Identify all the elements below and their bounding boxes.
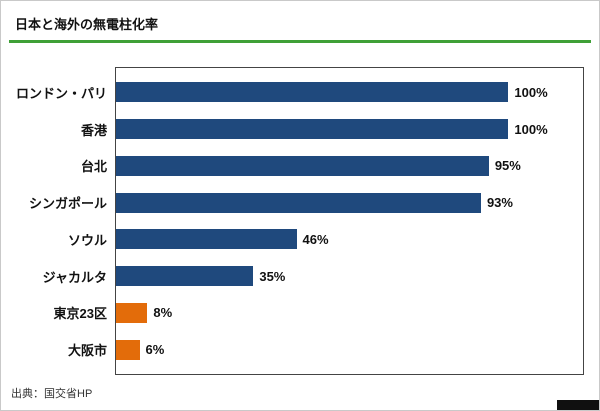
category-label: 東京23区 xyxy=(53,306,107,322)
bar xyxy=(116,192,481,213)
category-label: ジャカルタ xyxy=(42,269,107,285)
value-label: 35% xyxy=(259,268,286,284)
source-note: 出典：国交省HP xyxy=(11,388,93,400)
category-label: 大阪市 xyxy=(67,343,107,359)
chart-row: 35% xyxy=(116,258,583,295)
value-label: 8% xyxy=(153,305,173,321)
chart-row: 46% xyxy=(116,221,583,258)
category-label: 香港 xyxy=(80,122,107,138)
bar xyxy=(116,302,148,323)
value-label: 93% xyxy=(486,195,513,211)
bar xyxy=(116,82,509,103)
chart-row: 100% xyxy=(116,111,583,148)
bar xyxy=(116,339,140,360)
category-label: 台北 xyxy=(80,159,107,175)
chart-row: 8% xyxy=(116,295,583,332)
bar xyxy=(116,266,254,287)
category-axis: ロンドン・パリ香港台北シンガポールソウルジャカルタ東京23区大阪市 xyxy=(11,67,115,375)
chart-row: 6% xyxy=(116,331,583,368)
page-title: 日本と海外の無電柱化率 xyxy=(9,9,591,43)
value-label: 100% xyxy=(514,84,548,100)
category-label: ソウル xyxy=(67,232,107,248)
bar-chart: ロンドン・パリ 香港 台北 シンガポール ソウル ジャカルタ 東京23区 大阪市 100% 10… xyxy=(11,67,584,375)
category-label: ロンドン・パリ xyxy=(15,85,107,101)
corner-artifact xyxy=(557,400,599,410)
category-label: シンガポール xyxy=(28,196,107,212)
bar xyxy=(116,229,297,250)
value-label: 6% xyxy=(145,342,165,358)
chart-row: 95% xyxy=(116,148,583,185)
value-label: 100% xyxy=(514,121,548,137)
value-label: 95% xyxy=(494,158,521,174)
bar xyxy=(116,155,489,176)
plot-area: 100% 100% 95% 93% 46% 35% 8% 6% xyxy=(115,67,584,375)
chart-row: 93% xyxy=(116,184,583,221)
value-label: 46% xyxy=(302,231,329,247)
bar xyxy=(116,119,509,140)
page-title-text: 日本と海外の無電柱化率 xyxy=(15,17,159,32)
chart-row: 100% xyxy=(116,74,583,111)
